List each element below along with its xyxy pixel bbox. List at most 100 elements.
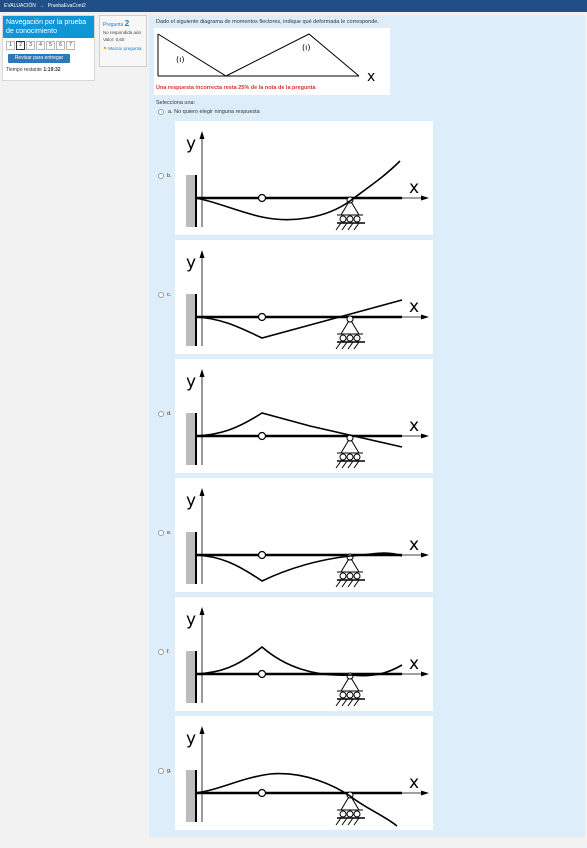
question-info-box: Pregunta 2 No respondida aún Valor: 0,60…	[99, 15, 147, 67]
deflection-diagram-svg: yx	[186, 726, 429, 827]
x-axis-label: x	[409, 654, 419, 674]
support-roller-2	[346, 334, 354, 342]
hinge-icon	[257, 788, 267, 798]
option-a-label: a. No quiero elegir ninguna respuesta	[168, 109, 260, 115]
option-c[interactable]: c.	[158, 292, 177, 298]
support-roller-3	[353, 572, 361, 580]
fixed-wall	[186, 651, 196, 703]
option-e-label: e.	[167, 530, 172, 536]
option-f-radio[interactable]	[158, 649, 164, 655]
ground-hatch-3	[347, 341, 354, 350]
option-b[interactable]: b.	[158, 173, 177, 179]
option-e-radio[interactable]	[158, 530, 164, 536]
x-axis-arrow	[421, 552, 429, 558]
deflection-curve	[194, 412, 403, 448]
ground-hatch-4	[353, 817, 360, 826]
option-d-radio[interactable]	[158, 411, 164, 417]
quiz-navigation-title: Navegación por la prueba de conocimiento	[3, 16, 94, 38]
ground-hatch-2	[341, 579, 348, 588]
breadcrumb-course[interactable]: EVALUACIÓN	[4, 3, 36, 9]
support-roller-1	[339, 453, 347, 461]
option-c-radio[interactable]	[158, 292, 164, 298]
select-one-label: Selecciona una:	[156, 100, 196, 106]
ground-hatch-3	[347, 222, 354, 231]
moment-curve	[157, 33, 360, 77]
quiz-navigation-block: Navegación por la prueba de conocimiento…	[2, 15, 95, 81]
option-f[interactable]: f.	[158, 649, 177, 655]
question-number-label: Pregunta	[103, 22, 124, 28]
fixed-wall	[186, 413, 196, 465]
question-nav-button-6[interactable]: 6	[56, 41, 65, 50]
option-b-radio[interactable]	[158, 173, 164, 179]
ground-hatch-4	[353, 698, 360, 707]
support-roller-2	[346, 453, 354, 461]
ground-hatch-1	[335, 817, 342, 826]
y-axis-arrow	[199, 488, 205, 496]
x-axis-label: x	[409, 416, 419, 436]
question-nav-button-7[interactable]: 7	[66, 41, 75, 50]
fixed-wall	[186, 770, 196, 822]
time-remaining: Tiempo restante 1:19:32	[3, 63, 94, 73]
x-axis-label: x	[409, 297, 419, 317]
option-g[interactable]: g.	[158, 768, 177, 774]
deflection-diagram-svg: yx	[186, 131, 429, 231]
support-roller-2	[346, 215, 354, 223]
breadcrumb-quiz[interactable]: PruebaEvaCont2	[47, 3, 86, 9]
option-d[interactable]: d.	[158, 411, 177, 417]
y-axis-label: y	[186, 253, 196, 273]
ground-hatch-1	[335, 698, 342, 707]
fixed-wall	[186, 175, 196, 227]
x-axis-arrow	[421, 671, 429, 677]
question-nav-button-2[interactable]: 2	[16, 41, 25, 50]
option-a-radio[interactable]	[158, 109, 164, 115]
question-nav-button-4[interactable]: 4	[36, 41, 45, 50]
breadcrumb-separator: →	[39, 3, 45, 9]
ground-hatch-3	[347, 698, 354, 707]
x-axis-arrow	[421, 790, 429, 796]
question-nav-button-3[interactable]: 3	[26, 41, 35, 50]
flag-icon: ⚑	[103, 46, 108, 51]
support-roller-3	[353, 810, 361, 818]
fixed-wall	[186, 532, 196, 584]
y-axis-arrow	[199, 250, 205, 258]
support-roller-3	[353, 691, 361, 699]
option-a[interactable]: a. No quiero elegir ninguna respuesta	[158, 109, 260, 115]
y-axis-label: y	[186, 491, 196, 511]
support-roller-2	[346, 810, 354, 818]
support-roller-1	[339, 691, 347, 699]
question-number-value: 2	[124, 19, 130, 28]
deflection-curve	[194, 299, 403, 339]
question-text: Dado el siguiente diagrama de momentos f…	[156, 19, 379, 25]
y-axis-arrow	[199, 369, 205, 377]
ground-hatch-3	[347, 579, 354, 588]
time-remaining-value: 1:19:32	[43, 67, 61, 73]
flag-question-link[interactable]: ⚑ Marcar pregunta	[103, 46, 143, 52]
deflection-curve	[194, 772, 398, 827]
option-b-label: b.	[167, 173, 172, 179]
support-roller-1	[339, 810, 347, 818]
question-nav-button-5[interactable]: 5	[46, 41, 55, 50]
ground-hatch-4	[353, 341, 360, 350]
ground-hatch-4	[353, 460, 360, 469]
option-c-label: c.	[167, 292, 172, 298]
moment-diagram-svg: (ı) (ı) x	[157, 33, 375, 83]
ground-hatch-1	[335, 579, 342, 588]
y-axis-label: y	[186, 134, 196, 154]
option-e[interactable]: e.	[158, 530, 177, 536]
option-g-radio[interactable]	[158, 768, 164, 774]
review-submit-button[interactable]: Revisar para entregar	[8, 54, 70, 63]
question-number: Pregunta 2	[103, 19, 143, 28]
moment-symbol-left: (ı)	[176, 55, 184, 64]
support-roller-1	[339, 334, 347, 342]
support-roller-1	[339, 215, 347, 223]
deflection-diagram-svg: yx	[186, 488, 429, 588]
question-nav-button-1[interactable]: 1	[6, 41, 15, 50]
y-axis-label: y	[186, 372, 196, 392]
ground-hatch-1	[335, 460, 342, 469]
